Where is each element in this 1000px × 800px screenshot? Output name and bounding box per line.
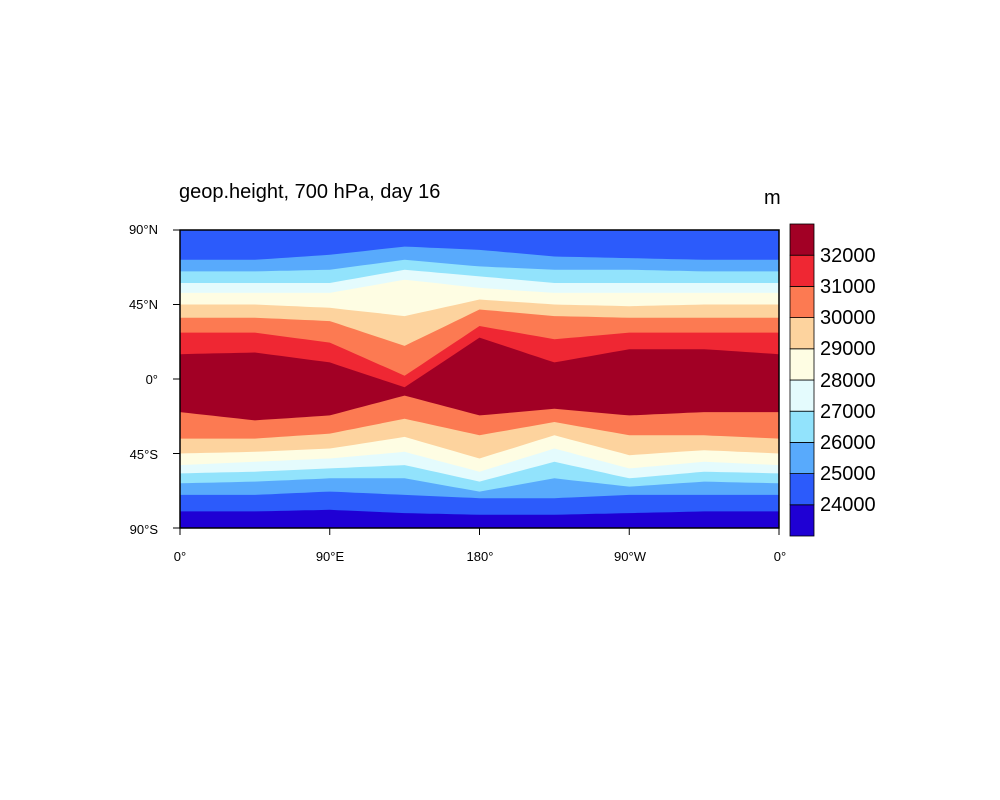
colorbar-label-30000: 30000 (820, 307, 876, 329)
colorbar-label-32000: 32000 (820, 245, 876, 267)
lon-label-360: 0° (773, 549, 787, 564)
lon-label-90e: 90°E (315, 549, 345, 564)
colorbar-swatch-3 (789, 410, 815, 443)
colorbar-label-28000: 28000 (820, 370, 876, 392)
colorbar-swatch-9 (789, 223, 815, 256)
chart-title: geop.height, 700 hPa, day 16 (179, 181, 441, 203)
colorbar-swatch-2 (789, 441, 815, 474)
lon-label-0: 0° (173, 549, 187, 564)
lon-label-90w: 90°W (614, 549, 646, 564)
contour-band-s-24000 (180, 509, 779, 528)
lat-label-90n: 90°N (128, 222, 158, 237)
colorbar-label-26000: 26000 (820, 432, 876, 454)
colorbar-swatch-5 (789, 348, 815, 381)
colorbar-label-27000: 27000 (820, 401, 876, 423)
colorbar-label-31000: 31000 (820, 276, 876, 298)
colorbar-label-29000: 29000 (820, 338, 876, 360)
lon-label-180: 180° (466, 549, 494, 564)
lat-label-90s: 90°S (129, 522, 158, 537)
units-label: m (764, 187, 781, 209)
lat-label-eq: 0° (145, 372, 158, 387)
colorbar-swatch-8 (789, 254, 815, 287)
colorbar-swatch-7 (789, 285, 815, 318)
lat-label-45s: 45°S (129, 447, 158, 462)
colorbar-label-24000: 24000 (820, 494, 876, 516)
colorbar-swatch-1 (789, 473, 815, 506)
colorbar-label-25000: 25000 (820, 463, 876, 485)
colorbar-swatch-6 (789, 317, 815, 350)
lat-label-45n: 45°N (128, 297, 158, 312)
colorbar-swatch-4 (789, 379, 815, 412)
colorbar-swatch-0 (789, 504, 815, 537)
